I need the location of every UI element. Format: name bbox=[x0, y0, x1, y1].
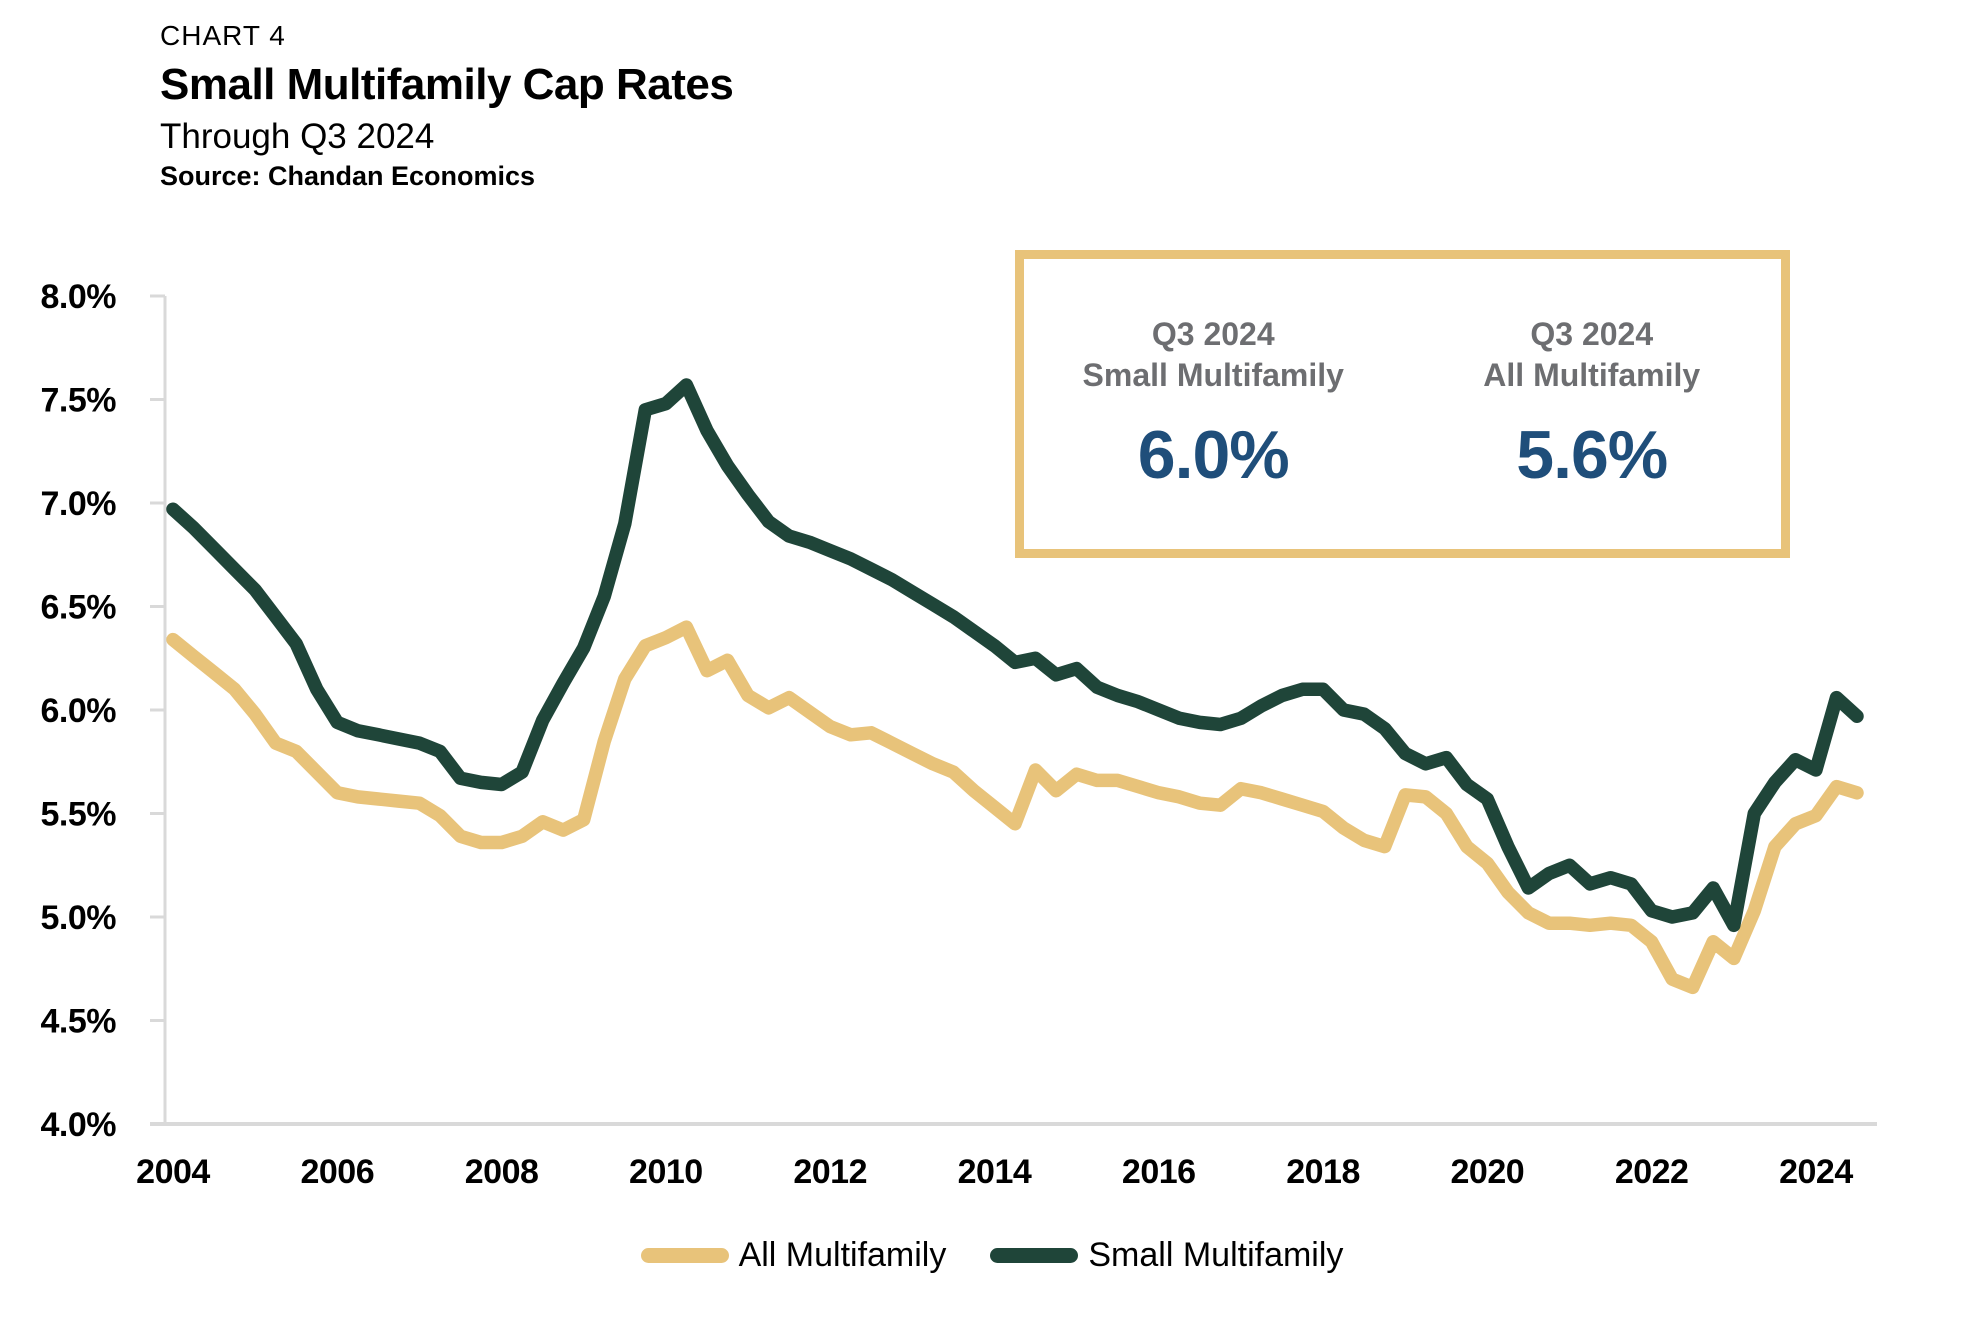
callout-period: Q3 2024 bbox=[1530, 316, 1654, 353]
legend-swatch-icon bbox=[640, 1248, 729, 1263]
y-axis-label: 6.5% bbox=[41, 589, 117, 627]
x-axis-label: 2024 bbox=[1779, 1153, 1853, 1191]
x-axis-label: 2014 bbox=[958, 1153, 1032, 1191]
callout-label: Small Multifamily bbox=[1082, 357, 1344, 393]
legend-label: Small Multifamily bbox=[1088, 1236, 1344, 1274]
x-axis-label: 2010 bbox=[629, 1153, 703, 1191]
chart-source: Source: Chandan Economics bbox=[160, 161, 536, 192]
y-axis-label: 6.0% bbox=[41, 692, 117, 730]
legend-label: All Multifamily bbox=[738, 1236, 947, 1274]
legend-item-small-multifamily: Small Multifamily bbox=[990, 1236, 1343, 1275]
x-axis-label: 2012 bbox=[793, 1153, 867, 1191]
y-axis-label: 7.5% bbox=[41, 382, 117, 420]
legend-swatch-icon bbox=[990, 1248, 1079, 1263]
x-axis-label: 2008 bbox=[465, 1153, 539, 1191]
callout-box: Q3 2024 Small Multifamily 6.0% Q3 2024 A… bbox=[1015, 250, 1790, 558]
y-axis-label: 4.5% bbox=[41, 1003, 117, 1041]
x-axis-label: 2022 bbox=[1615, 1153, 1689, 1191]
x-axis-label: 2004 bbox=[136, 1153, 210, 1191]
callout-value-all-multifamily: 5.6% bbox=[1516, 416, 1668, 493]
chart-subtitle: Through Q3 2024 bbox=[160, 116, 435, 156]
chart-header: CHART 4 Small Multifamily Cap Rates Thro… bbox=[160, 20, 734, 192]
callout-label: All Multifamily bbox=[1483, 357, 1701, 393]
x-axis-label: 2020 bbox=[1451, 1153, 1525, 1191]
x-axis-label: 2018 bbox=[1286, 1153, 1360, 1191]
page-title: Small Multifamily Cap Rates bbox=[160, 60, 734, 110]
x-axis-label: 2006 bbox=[300, 1153, 374, 1191]
y-axis-label: 8.0% bbox=[41, 278, 117, 316]
callout-all-multifamily: Q3 2024 All Multifamily 5.6% bbox=[1403, 314, 1782, 494]
callout-value-small-multifamily: 6.0% bbox=[1137, 416, 1290, 493]
callout-small-multifamily: Q3 2024 Small Multifamily 6.0% bbox=[1024, 314, 1403, 494]
series-line-all-multifamily bbox=[166, 620, 1864, 995]
chart-legend: All Multifamily Small Multifamily bbox=[0, 1236, 1984, 1275]
legend-item-all-multifamily: All Multifamily bbox=[640, 1236, 947, 1275]
y-axis-label: 7.0% bbox=[41, 485, 117, 523]
y-axis-label: 5.5% bbox=[41, 796, 117, 834]
callout-period: Q3 2024 bbox=[1151, 316, 1275, 353]
x-axis-label: 2016 bbox=[1122, 1153, 1196, 1191]
y-axis-label: 5.0% bbox=[41, 899, 117, 937]
chart-number-label: CHART 4 bbox=[160, 20, 286, 51]
y-axis-label: 4.0% bbox=[41, 1106, 117, 1144]
series-line-small-multifamily bbox=[166, 378, 1864, 933]
